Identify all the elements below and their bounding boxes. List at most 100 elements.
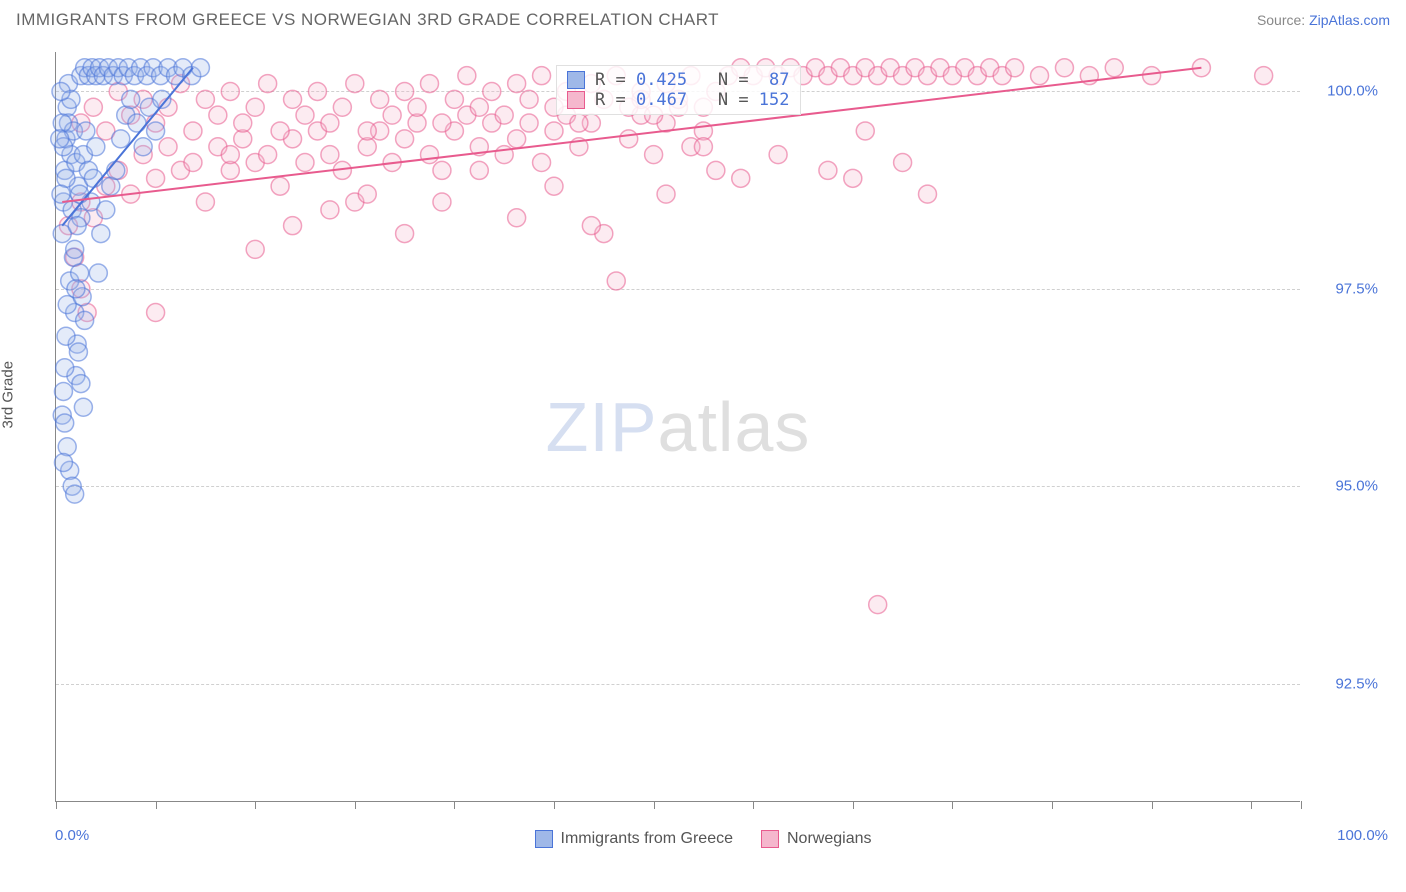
scatter-point	[68, 217, 86, 235]
scatter-point	[371, 90, 389, 108]
x-tick	[753, 801, 754, 809]
scatter-point	[732, 169, 750, 187]
scatter-point	[51, 130, 69, 148]
scatter-point	[196, 193, 214, 211]
source-attribution: Source: ZipAtlas.com	[1257, 12, 1390, 28]
scatter-point	[707, 161, 725, 179]
scatter-plot-svg	[56, 52, 1300, 801]
stats-swatch	[567, 91, 585, 109]
scatter-point	[147, 304, 165, 322]
scatter-point	[184, 122, 202, 140]
scatter-point	[1031, 67, 1049, 85]
scatter-point	[58, 438, 76, 456]
scatter-point	[582, 217, 600, 235]
scatter-point	[246, 240, 264, 258]
correlation-stats-box: R = 0.425 N = 87R = 0.467 N = 152	[556, 65, 801, 115]
scatter-point	[769, 146, 787, 164]
scatter-point	[495, 106, 513, 124]
scatter-point	[221, 82, 239, 100]
scatter-point	[234, 114, 252, 132]
scatter-point	[1006, 59, 1024, 77]
scatter-point	[97, 201, 115, 219]
x-tick	[156, 801, 157, 809]
scatter-point	[321, 146, 339, 164]
scatter-point	[533, 67, 551, 85]
scatter-point	[134, 138, 152, 156]
scatter-point	[296, 106, 314, 124]
scatter-point	[346, 75, 364, 93]
chart-header: IMMIGRANTS FROM GREECE VS NORWEGIAN 3RD …	[0, 0, 1406, 40]
scatter-point	[358, 185, 376, 203]
scatter-point	[296, 154, 314, 172]
scatter-point	[421, 146, 439, 164]
scatter-point	[308, 82, 326, 100]
scatter-point	[470, 98, 488, 116]
scatter-point	[520, 114, 538, 132]
scatter-point	[52, 82, 70, 100]
y-tick-label: 92.5%	[1308, 675, 1378, 692]
x-tick	[1301, 801, 1302, 809]
legend-swatch-greece	[535, 830, 553, 848]
scatter-point	[84, 98, 102, 116]
source-link[interactable]: ZipAtlas.com	[1309, 12, 1390, 28]
y-tick-label: 100.0%	[1308, 83, 1378, 100]
scatter-point	[520, 90, 538, 108]
scatter-point	[408, 98, 426, 116]
scatter-point	[545, 177, 563, 195]
scatter-point	[53, 114, 71, 132]
scatter-point	[112, 130, 130, 148]
scatter-point	[74, 398, 92, 416]
scatter-point	[919, 185, 937, 203]
scatter-point	[433, 161, 451, 179]
scatter-point	[56, 359, 74, 377]
scatter-point	[358, 122, 376, 140]
x-tick	[56, 801, 57, 809]
scatter-point	[844, 169, 862, 187]
scatter-point	[1055, 59, 1073, 77]
legend-item-norwegians: Norwegians	[761, 830, 871, 848]
x-tick	[853, 801, 854, 809]
scatter-point	[147, 169, 165, 187]
scatter-point	[333, 98, 351, 116]
chart-title: IMMIGRANTS FROM GREECE VS NORWEGIAN 3RD …	[16, 10, 719, 30]
scatter-point	[271, 122, 289, 140]
scatter-point	[383, 106, 401, 124]
stats-text: R = 0.425 N = 87	[595, 70, 790, 90]
scatter-point	[159, 138, 177, 156]
scatter-point	[657, 185, 675, 203]
stats-text: R = 0.467 N = 152	[595, 90, 790, 110]
scatter-point	[508, 75, 526, 93]
x-tick	[355, 801, 356, 809]
scatter-point	[56, 414, 74, 432]
legend-label-greece: Immigrants from Greece	[561, 830, 733, 848]
scatter-point	[259, 75, 277, 93]
stats-row: R = 0.467 N = 152	[567, 90, 790, 110]
stats-swatch	[567, 71, 585, 89]
scatter-point	[57, 327, 75, 345]
scatter-point	[92, 225, 110, 243]
scatter-point	[819, 161, 837, 179]
scatter-point	[433, 114, 451, 132]
scatter-point	[856, 122, 874, 140]
scatter-point	[396, 82, 414, 100]
scatter-point	[284, 217, 302, 235]
scatter-point	[76, 311, 94, 329]
scatter-point	[209, 106, 227, 124]
scatter-point	[508, 209, 526, 227]
scatter-point	[147, 122, 165, 140]
scatter-point	[54, 382, 72, 400]
scatter-point	[69, 343, 87, 361]
scatter-point	[246, 98, 264, 116]
scatter-point	[89, 264, 107, 282]
source-label: Source:	[1257, 12, 1305, 28]
x-tick	[1052, 801, 1053, 809]
x-tick	[952, 801, 953, 809]
scatter-point	[1143, 67, 1161, 85]
scatter-point	[396, 130, 414, 148]
y-tick-label: 95.0%	[1308, 478, 1378, 495]
scatter-point	[433, 193, 451, 211]
scatter-point	[321, 114, 339, 132]
scatter-point	[869, 596, 887, 614]
scatter-point	[645, 146, 663, 164]
scatter-point	[620, 130, 638, 148]
